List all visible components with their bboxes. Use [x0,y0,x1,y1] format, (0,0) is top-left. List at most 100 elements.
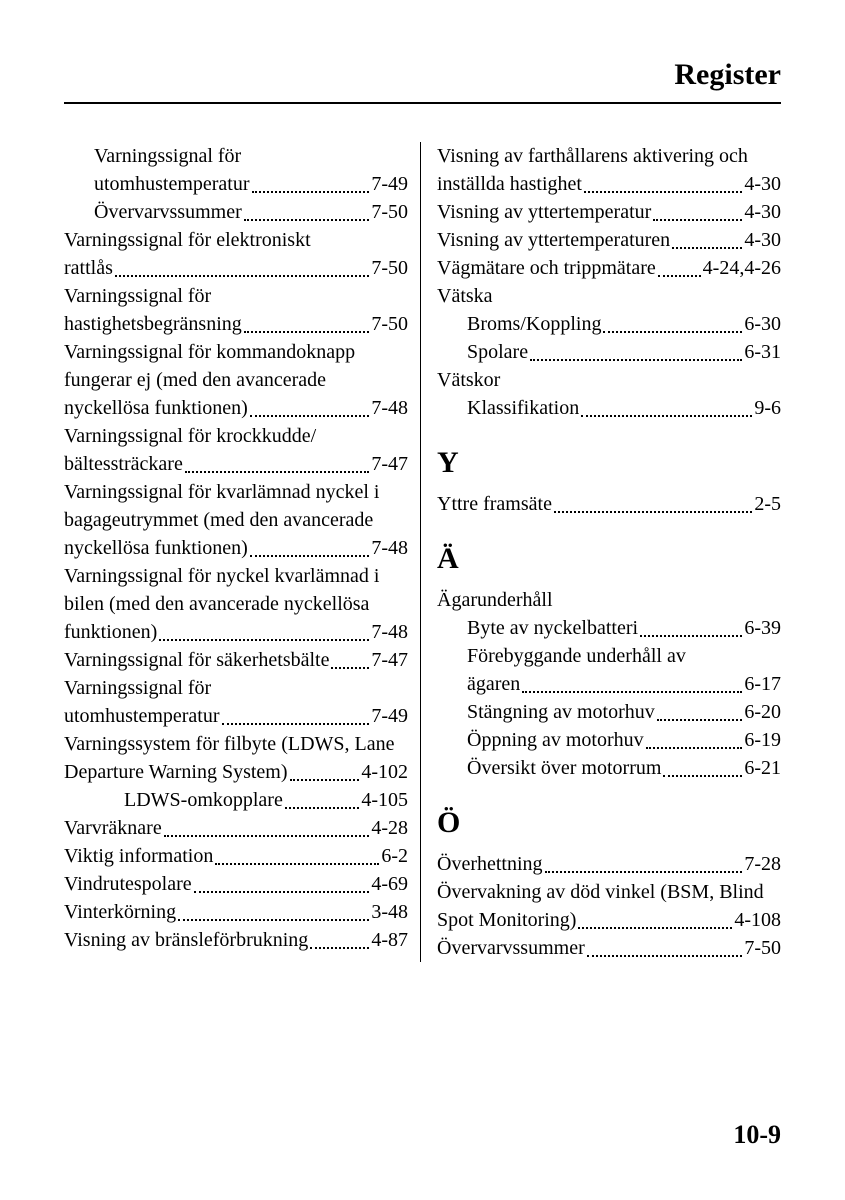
leader-dots [522,690,742,693]
entry-page: 7-50 [744,934,781,962]
entry-page: 7-48 [371,618,408,646]
index-entry: nyckellösa funktionen) 7-48 [64,394,408,422]
index-entry: Visning av yttertemperatur 4-30 [437,198,781,226]
leader-dots [244,330,370,333]
entry-page: 7-50 [371,198,408,226]
index-entry: funktionen) 7-48 [64,618,408,646]
index-entry: Vinterkörning 3-48 [64,898,408,926]
entry-page: 6-30 [744,310,781,338]
index-line: Förebyggande underhåll av [437,642,781,670]
index-line: bilen (med den avancerade nyckellösa [64,590,408,618]
entry-label: rattlås [64,254,113,282]
leader-dots [672,246,742,249]
entry-label: Visning av yttertemperaturen [437,226,670,254]
index-entry: rattlås 7-50 [64,254,408,282]
entry-page: 7-47 [371,450,408,478]
index-line: Varningssignal för kvarlämnad nyckel i [64,478,408,506]
index-entry: hastighetsbegränsning 7-50 [64,310,408,338]
entry-label: Varvräknare [64,814,162,842]
leader-dots [115,274,369,277]
index-entry: utomhustemperatur 7-49 [64,702,408,730]
index-entry: Broms/Koppling 6-30 [437,310,781,338]
index-line: Varningssignal för kommandoknapp [64,338,408,366]
leader-dots [545,870,743,873]
index-entry: Visning av bränsleförbrukning 4-87 [64,926,408,954]
entry-page: 7-48 [371,534,408,562]
index-line: Varningssignal för [64,282,408,310]
entry-page: 7-49 [371,170,408,198]
right-column: Visning av farthållarens aktivering och … [421,142,781,962]
entry-page: 7-48 [371,394,408,422]
index-entry: ägaren 6-17 [437,670,781,698]
entry-page: 4-28 [371,814,408,842]
entry-page: 3-48 [371,898,408,926]
index-entry: Spolare 6-31 [437,338,781,366]
index-entry: utomhustemperatur 7-49 [64,170,408,198]
entry-label: LDWS-omkopplare [124,786,283,814]
section-letter-y: Y [437,442,781,484]
entry-page: 4-30 [744,170,781,198]
index-entry: Vindrutespolare 4-69 [64,870,408,898]
leader-dots [640,634,742,637]
index-heading: Vätska [437,282,781,310]
leader-dots [653,218,742,221]
index-line: Varningssignal för elektroniskt [64,226,408,254]
index-line: Varningssignal för [64,674,408,702]
entry-label: Varningssignal för säkerhetsbälte [64,646,329,674]
index-entry: Klassifikation 9-6 [437,394,781,422]
entry-page: 6-21 [744,754,781,782]
entry-page: 4-69 [371,870,408,898]
entry-label: utomhustemperatur [94,170,250,198]
entry-label: Översikt över motorrum [467,754,661,782]
index-line: Övervakning av död vinkel (BSM, Blind [437,878,781,906]
index-entry: bältessträckare 7-47 [64,450,408,478]
index-entry: Överhettning 7-28 [437,850,781,878]
index-entry: inställda hastighet 4-30 [437,170,781,198]
index-entry: Viktig information 6-2 [64,842,408,870]
entry-label: nyckellösa funktionen) [64,394,248,422]
index-entry: Byte av nyckelbatteri 6-39 [437,614,781,642]
entry-page: 4-108 [734,906,781,934]
entry-label: Byte av nyckelbatteri [467,614,638,642]
leader-dots [290,778,360,781]
leader-dots [331,666,369,669]
leader-dots [587,954,743,957]
entry-label: Vinterkörning [64,898,176,926]
leader-dots [581,414,752,417]
index-entry: Övervarvssummer 7-50 [64,198,408,226]
entry-page: 7-50 [371,310,408,338]
index-line: Varningssignal för nyckel kvarlämnad i [64,562,408,590]
entry-label: Överhettning [437,850,543,878]
index-heading: Vätskor [437,366,781,394]
leader-dots [250,554,369,557]
index-line: Varningssystem för filbyte (LDWS, Lane [64,730,408,758]
leader-dots [159,638,369,641]
leader-dots [578,926,732,929]
entry-page: 9-6 [754,394,781,422]
entry-label: hastighetsbegränsning [64,310,242,338]
leader-dots [185,470,370,473]
section-letter-a-umlaut: Ä [437,538,781,580]
entry-label: bältessträckare [64,450,183,478]
entry-page: 6-2 [381,842,408,870]
leader-dots [584,190,742,193]
entry-label: Övervarvssummer [437,934,585,962]
index-line: Varningssignal för [64,142,408,170]
index-line: Varningssignal för krockkudde/ [64,422,408,450]
entry-page: 4-87 [371,926,408,954]
index-entry: Varningssignal för säkerhetsbälte 7-47 [64,646,408,674]
index-line: fungerar ej (med den avancerade [64,366,408,394]
index-entry: nyckellösa funktionen) 7-48 [64,534,408,562]
section-letter-o-umlaut: Ö [437,802,781,844]
index-entry: Visning av yttertemperaturen 4-30 [437,226,781,254]
leader-dots [178,918,369,921]
leader-dots [646,746,743,749]
index-line: Visning av farthållarens aktivering och [437,142,781,170]
entry-page: 7-28 [744,850,781,878]
entry-page: 4-102 [361,758,408,786]
leader-dots [603,330,742,333]
leader-dots [657,718,743,721]
entry-label: inställda hastighet [437,170,582,198]
index-entry: Spot Monitoring) 4-108 [437,906,781,934]
index-entry: Övervarvssummer 7-50 [437,934,781,962]
